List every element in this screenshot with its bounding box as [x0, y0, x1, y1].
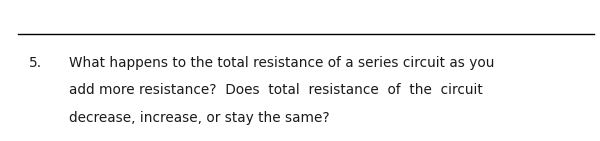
Text: decrease, increase, or stay the same?: decrease, increase, or stay the same? [69, 111, 329, 125]
Text: 5.: 5. [29, 56, 42, 70]
Text: add more resistance?  Does  total  resistance  of  the  circuit: add more resistance? Does total resistan… [69, 83, 483, 97]
Text: What happens to the total resistance of a series circuit as you: What happens to the total resistance of … [69, 56, 494, 70]
